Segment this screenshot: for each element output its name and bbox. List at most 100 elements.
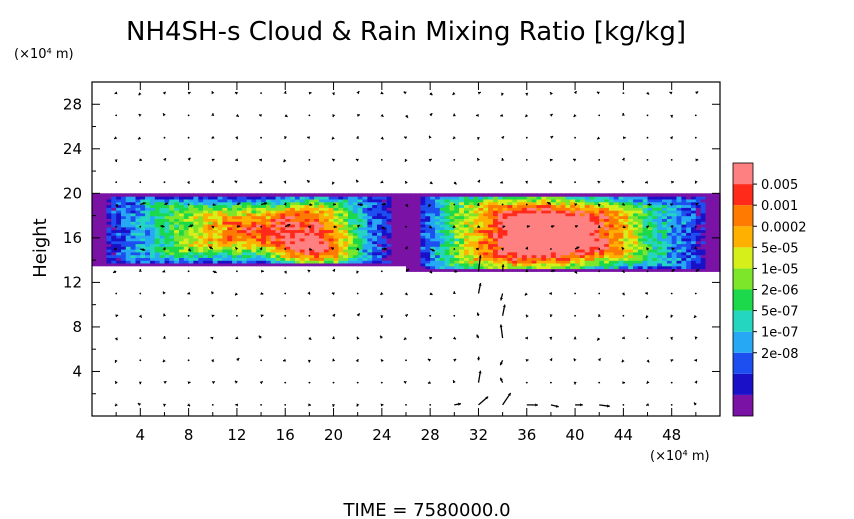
- cloud-cell: [657, 204, 663, 208]
- cloud-cell: [652, 268, 658, 272]
- cloud-cell: [386, 243, 393, 247]
- wind-vector-head: [429, 181, 433, 184]
- cloud-cell: [159, 240, 165, 245]
- cloud-cell: [406, 260, 412, 264]
- cloud-cell: [207, 226, 214, 231]
- cloud-cell: [468, 198, 475, 203]
- cloud-cell: [246, 243, 252, 247]
- cloud-cell: [483, 201, 489, 206]
- cloud-cell: [478, 201, 484, 206]
- cloud-cell: [275, 204, 281, 208]
- cloud-cell: [164, 226, 170, 231]
- wind-vector-head: [645, 292, 649, 296]
- cloud-cell: [150, 201, 156, 206]
- cloud-cell: [338, 221, 344, 225]
- cloud-cell: [666, 232, 673, 236]
- cloud-cell: [280, 198, 286, 203]
- cloud-cell: [439, 249, 446, 253]
- cloud-cell: [169, 221, 175, 225]
- cloud-cell: [319, 210, 325, 214]
- cloud-cell: [236, 243, 243, 247]
- cloud-cell: [183, 221, 190, 225]
- cloud-cell: [174, 232, 180, 236]
- cloud-cell: [116, 260, 122, 264]
- cloud-cell: [555, 204, 562, 208]
- cloud-cell: [304, 212, 310, 217]
- cloud-cell: [497, 229, 504, 233]
- cloud-cell: [444, 260, 450, 264]
- cloud-cell: [652, 251, 658, 256]
- cloud-cell: [285, 204, 291, 208]
- cloud-cell: [507, 249, 513, 253]
- cloud-cell: [512, 207, 518, 211]
- cloud-cell: [333, 226, 339, 231]
- cloud-cell: [550, 257, 557, 261]
- cloud-cell: [150, 246, 156, 250]
- cloud-cell: [570, 254, 576, 258]
- cloud-cell: [589, 226, 595, 231]
- wind-vector-head: [500, 247, 504, 251]
- cloud-cell: [174, 257, 180, 261]
- cloud-cell: [555, 212, 562, 217]
- cloud-cell: [179, 218, 185, 222]
- wind-vector-head: [235, 292, 238, 296]
- wind-vector-head: [307, 269, 311, 273]
- cloud-cell: [579, 257, 586, 261]
- cloud-cell: [478, 268, 484, 272]
- cloud-cell: [169, 210, 175, 214]
- cloud-cell: [700, 265, 707, 270]
- cloud-cell: [227, 196, 233, 200]
- cloud-cell: [377, 257, 383, 261]
- cloud-cell: [377, 232, 383, 236]
- cloud-cell: [565, 265, 571, 270]
- cloud-cell: [710, 224, 716, 228]
- cloud-cell: [299, 224, 306, 228]
- cloud-cell: [309, 215, 315, 219]
- cloud-cell: [246, 224, 252, 228]
- cloud-cell: [618, 257, 624, 261]
- cloud-cell: [550, 198, 557, 203]
- cloud-cell: [352, 215, 359, 219]
- cloud-cell: [493, 254, 499, 258]
- cloud-cell: [613, 260, 620, 264]
- cloud-cell: [415, 232, 422, 236]
- wind-vector-head: [694, 336, 698, 340]
- cloud-cell: [270, 212, 277, 217]
- cloud-cell: [179, 232, 185, 236]
- cloud-cell: [106, 229, 112, 233]
- cloud-cell: [521, 246, 528, 250]
- cloud-cell: [304, 240, 310, 245]
- cloud-cell: [531, 268, 537, 272]
- cloud-cell: [227, 229, 233, 233]
- wind-vector-head: [235, 113, 239, 117]
- cloud-cell: [304, 193, 310, 197]
- cloud-cell: [584, 207, 591, 211]
- cloud-cell: [212, 262, 219, 267]
- wind-vector-head: [356, 313, 360, 317]
- cloud-cell: [546, 265, 552, 270]
- cloud-cell: [541, 262, 547, 267]
- cloud-cell: [449, 265, 455, 270]
- cloud-cell: [507, 262, 513, 267]
- cloud-cell: [430, 246, 436, 250]
- cloud-cell: [550, 240, 557, 245]
- cloud-cell: [410, 193, 417, 197]
- cloud-cell: [333, 198, 339, 203]
- cloud-cell: [517, 251, 523, 256]
- cloud-cell: [183, 196, 190, 200]
- cloud-cell: [193, 237, 199, 242]
- cloud-cell: [294, 232, 301, 236]
- cloud-cell: [666, 229, 673, 233]
- cloud-cell: [676, 243, 682, 247]
- cloud-cell: [715, 226, 721, 231]
- cloud-cell: [594, 235, 600, 239]
- wind-vector: [574, 314, 576, 317]
- wind-vector-head: [235, 158, 239, 162]
- cloud-cell: [362, 246, 368, 250]
- cloud-cell: [377, 249, 383, 253]
- wind-vector-head: [114, 359, 118, 363]
- cloud-cell: [106, 254, 112, 258]
- cloud-cell: [473, 240, 479, 245]
- cloud-cell: [348, 198, 354, 203]
- cloud-cell: [686, 204, 692, 208]
